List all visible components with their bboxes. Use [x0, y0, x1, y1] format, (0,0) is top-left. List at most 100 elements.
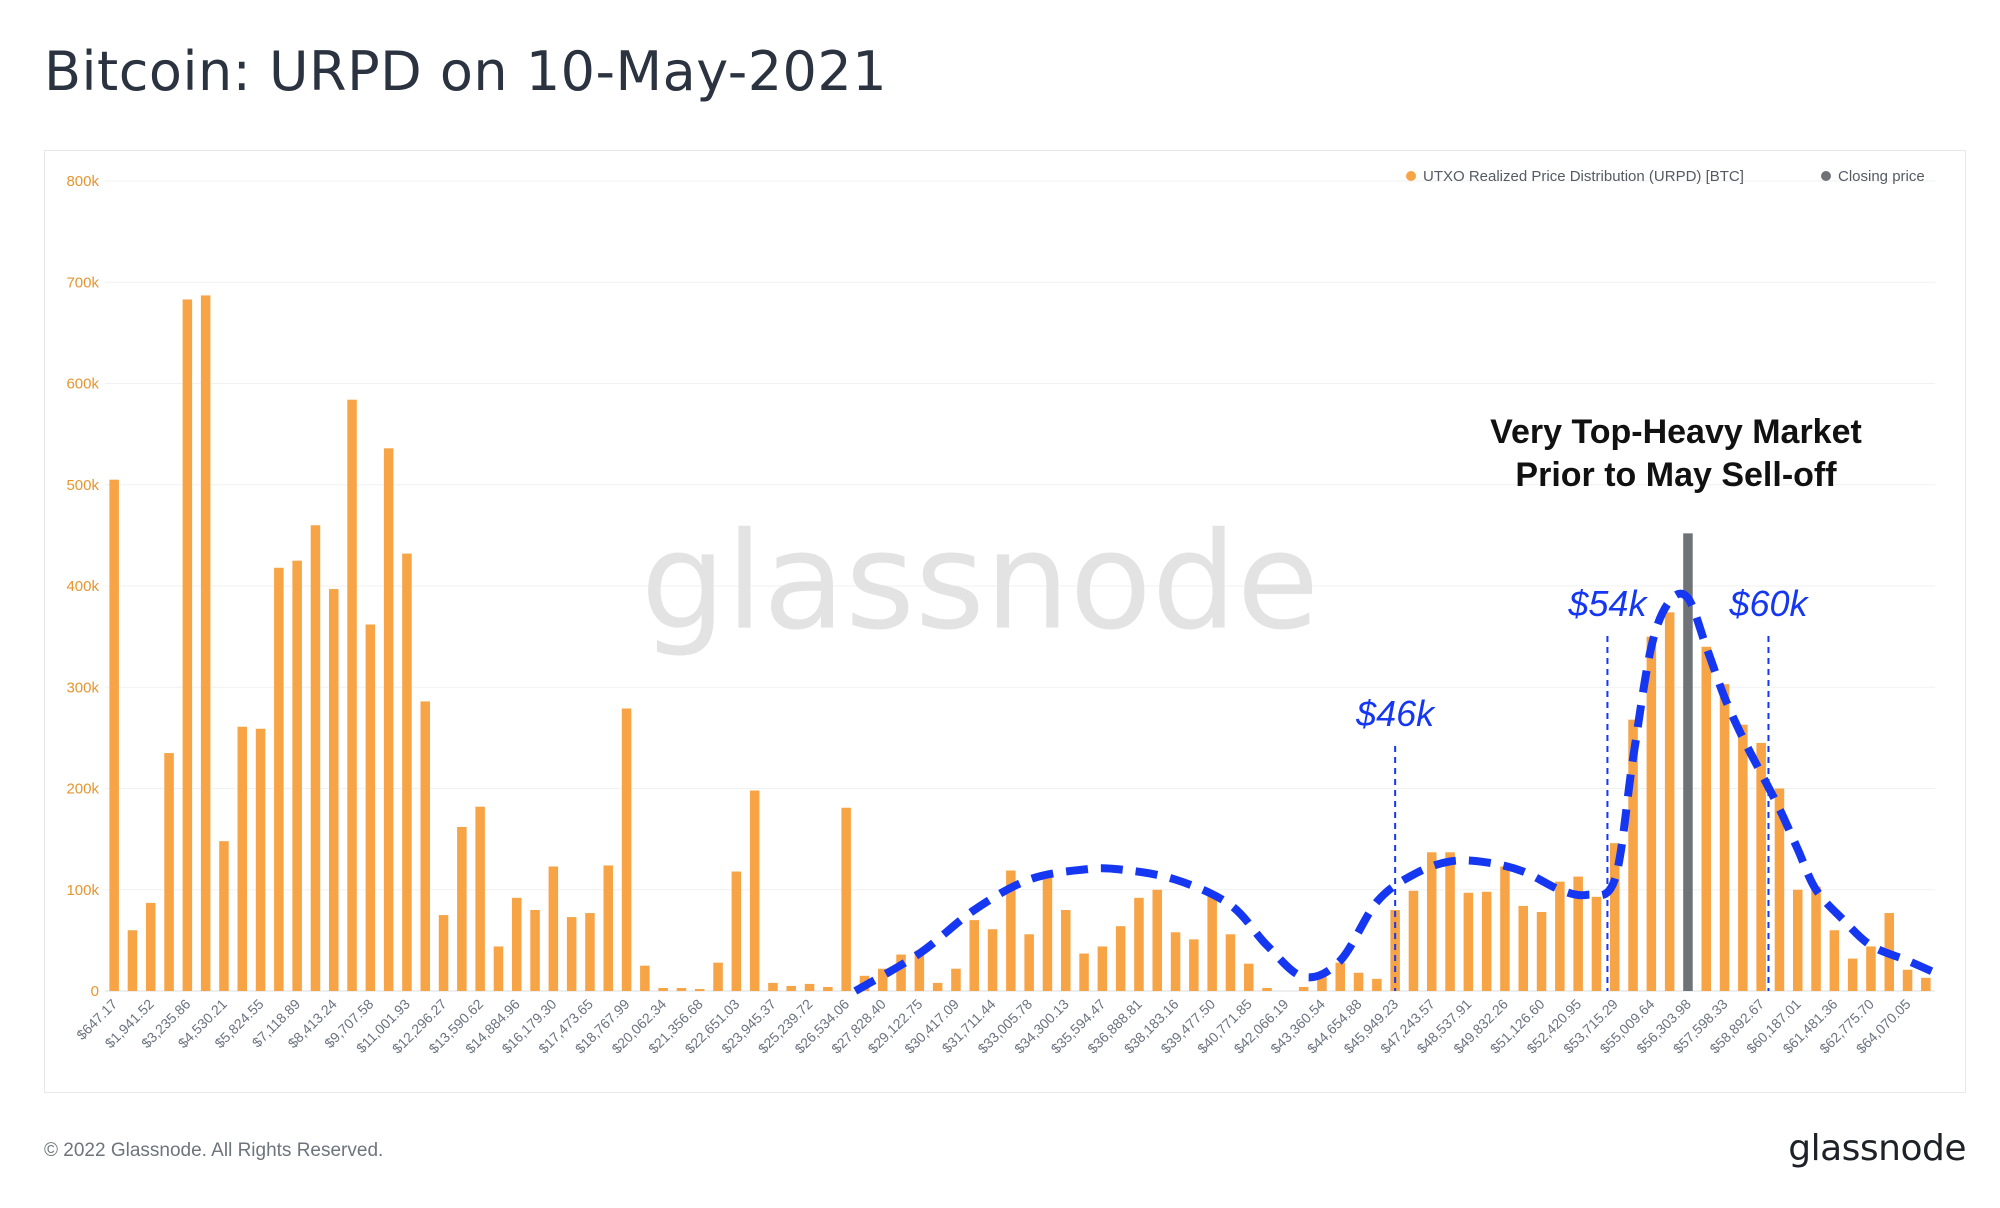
bar [1829, 930, 1840, 991]
bar [694, 988, 705, 991]
bar [420, 701, 431, 991]
marker-label: $54k [1567, 583, 1648, 624]
bar [1390, 910, 1400, 991]
bar [310, 525, 321, 991]
bar [530, 910, 540, 991]
bar [1536, 912, 1547, 991]
bar [164, 753, 174, 991]
bar [1225, 934, 1236, 991]
bar [1317, 975, 1327, 991]
bar [328, 589, 339, 991]
marker-label: $46k [1355, 693, 1436, 734]
page-title: Bitcoin: URPD on 10-May-2021 [44, 40, 888, 103]
bar [1353, 972, 1364, 991]
bar [749, 790, 760, 991]
bar [1079, 953, 1089, 991]
bar [1573, 876, 1583, 991]
bar [731, 871, 742, 991]
bar [475, 806, 485, 991]
bar [951, 968, 961, 991]
bar [914, 950, 925, 991]
distribution-curve [853, 589, 1937, 995]
bar [1006, 870, 1016, 991]
bar [1500, 866, 1510, 991]
annotation-headline-line1: Very Top-Heavy Market [1490, 413, 1862, 451]
bar [1463, 892, 1474, 991]
bar [402, 553, 412, 991]
bar [1481, 891, 1492, 991]
bar [1115, 926, 1126, 991]
urpd-chart: glassnode 0 100k 200k 300k 400k 500k 600k 700k 8… [66, 168, 1937, 1057]
bar [1866, 946, 1876, 991]
bar [786, 985, 797, 991]
copyright-notice: © 2022 Glassnode. All Rights Reserved. [44, 1140, 384, 1161]
legend-label-urpd: UTXO Realized Price Distribution (URPD) … [1423, 168, 1744, 185]
bar [713, 962, 723, 991]
bar [383, 448, 394, 991]
bar [1060, 910, 1071, 991]
bar [1701, 646, 1712, 991]
bar [457, 826, 467, 991]
bar [1042, 871, 1053, 991]
bar [292, 560, 302, 991]
y-tick-label: 600k [66, 376, 99, 393]
y-tick-label: 700k [66, 274, 99, 291]
bar [1243, 963, 1254, 991]
bar [621, 708, 632, 991]
bar [438, 915, 449, 991]
bar [274, 567, 284, 991]
bar [1189, 939, 1199, 991]
bar [347, 399, 357, 991]
bar [1335, 962, 1346, 991]
bar [1555, 881, 1565, 991]
bar [1591, 896, 1602, 991]
bar [511, 897, 522, 991]
bar [823, 986, 833, 991]
annotation-headline-line2: Prior to May Sell-off [1515, 456, 1837, 494]
bar [1207, 894, 1217, 991]
bar [1518, 905, 1529, 991]
bar [145, 902, 156, 991]
bar [804, 983, 815, 991]
bar [1024, 934, 1034, 991]
bar [603, 865, 614, 991]
bar [1811, 886, 1821, 991]
bar [932, 982, 943, 991]
bar [1262, 987, 1272, 991]
chart-container: glassnode 0 100k 200k 300k 400k 500k 600k 700k 8… [44, 150, 1966, 1093]
bar [109, 479, 119, 991]
bar [1152, 889, 1163, 991]
bar [1921, 977, 1931, 991]
bar [1646, 636, 1657, 991]
bar [841, 807, 851, 991]
bar [1609, 843, 1620, 991]
bar [585, 913, 595, 991]
bar [987, 929, 998, 991]
bar [1774, 788, 1785, 991]
bar [896, 954, 906, 991]
marker-label: $60k [1728, 583, 1809, 624]
bar [640, 965, 650, 991]
bar [1134, 897, 1144, 991]
bar [255, 728, 266, 991]
price-markers: $46k $54k $60k [1355, 583, 1809, 991]
bar [1683, 533, 1693, 991]
y-tick-label: 0 [91, 983, 99, 1000]
y-tick-label: 400k [66, 578, 99, 595]
bar [1902, 969, 1913, 991]
bar [1445, 852, 1455, 991]
bar [1628, 719, 1638, 991]
legend-dot-closing [1821, 171, 1831, 181]
bar [237, 726, 248, 991]
glassnode-logo: glassnode [1788, 1128, 1966, 1169]
bar [877, 968, 888, 991]
bar [1298, 986, 1309, 991]
bar [1372, 978, 1382, 991]
bar [1408, 890, 1419, 991]
y-tick-label: 500k [66, 477, 99, 494]
bar [1792, 889, 1803, 991]
bar [127, 930, 138, 991]
y-tick-label: 100k [66, 882, 99, 899]
bar [1738, 724, 1748, 991]
bar [182, 299, 193, 991]
